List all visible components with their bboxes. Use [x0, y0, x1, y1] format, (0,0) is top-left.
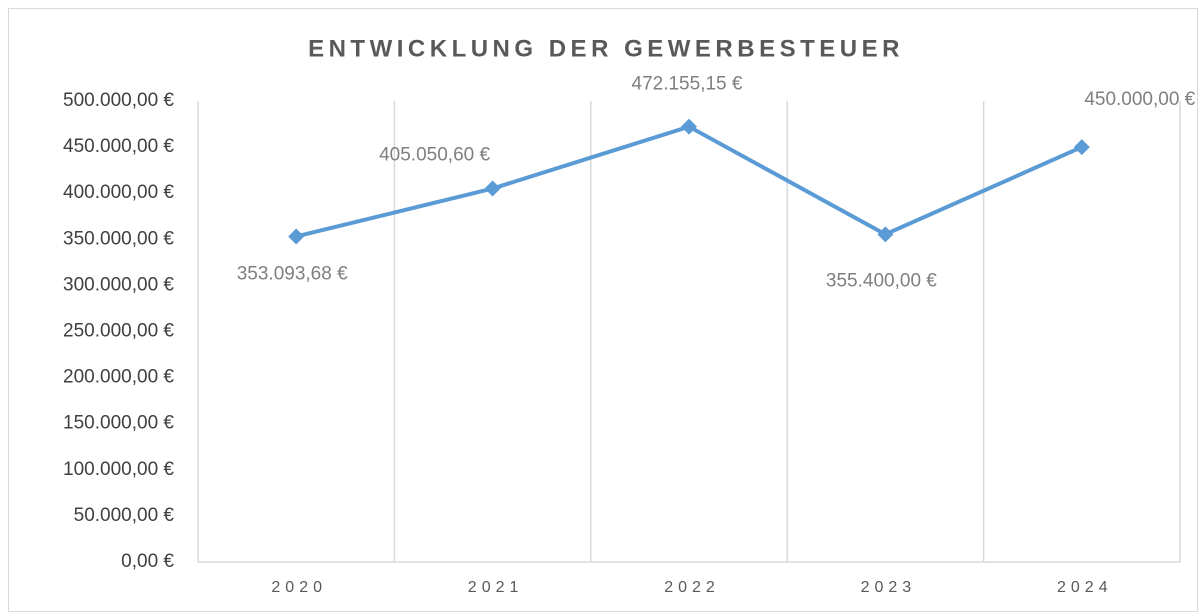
chart-border [8, 8, 1198, 612]
x-tick-label: 2022 [664, 579, 720, 596]
data-label: 472.155,15 € [632, 74, 743, 95]
data-label: 353.093,68 € [237, 263, 348, 284]
x-tick-label: 2023 [861, 579, 917, 596]
y-tick-label: 250.000,00 € [63, 321, 174, 342]
y-tick-label: 400.000,00 € [63, 182, 174, 203]
x-tick-label: 2024 [1057, 579, 1113, 596]
x-tick-label: 2021 [468, 579, 524, 596]
chart-title: ENTWICKLUNG DER GEWERBESTEUER [308, 35, 904, 62]
y-tick-label: 50.000,00 € [74, 505, 175, 526]
marker [681, 118, 697, 135]
marker [877, 226, 894, 243]
marker [484, 180, 501, 197]
marker [288, 228, 305, 245]
data-label: 355.400,00 € [826, 270, 937, 291]
data-label: 450.000,00 € [1084, 89, 1195, 110]
y-tick-label: 500.000,00 € [63, 90, 174, 111]
y-tick-label: 100.000,00 € [63, 459, 174, 480]
y-tick-label: 150.000,00 € [63, 413, 174, 434]
data-label: 405.050,60 € [379, 145, 490, 166]
y-tick-label: 300.000,00 € [63, 274, 174, 295]
y-tick-label: 350.000,00 € [63, 228, 174, 249]
marker [1073, 139, 1090, 156]
x-tick-label: 2020 [271, 579, 327, 596]
y-tick-label: 0,00 € [121, 551, 174, 572]
y-tick-label: 450.000,00 € [63, 136, 174, 157]
y-tick-label: 200.000,00 € [63, 367, 174, 388]
